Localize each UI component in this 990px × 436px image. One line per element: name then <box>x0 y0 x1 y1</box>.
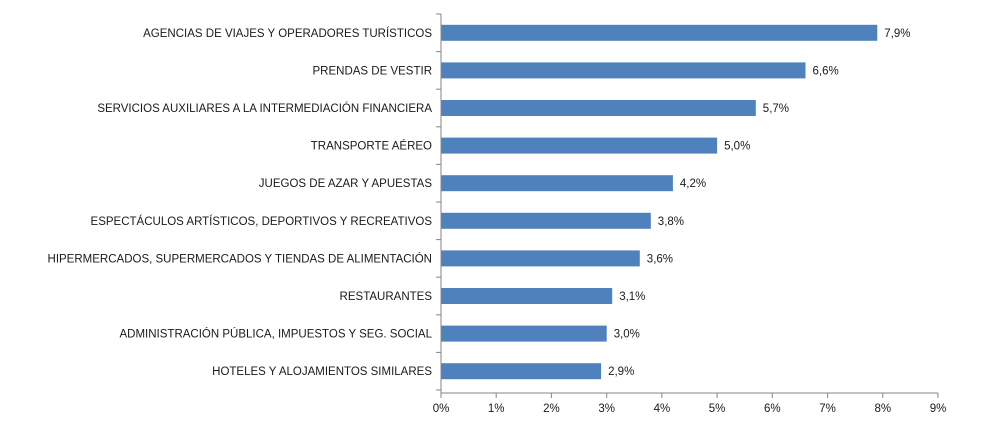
category-label: AGENCIAS DE VIAJES Y OPERADORES TURÍSTIC… <box>143 27 432 40</box>
x-tick-label: 3% <box>598 403 615 415</box>
x-tick-label: 4% <box>654 403 671 415</box>
x-tick-label: 1% <box>488 403 505 415</box>
axes-group: 0% 1% 2% 3% 4% 5% 6% 7% 8% 9% <box>433 13 947 415</box>
value-label: 5,0% <box>724 141 750 153</box>
value-label: 3,8% <box>658 216 684 228</box>
category-label: HOTELES Y ALOJAMIENTOS SIMILARES <box>212 366 432 378</box>
bars-group <box>441 24 878 380</box>
value-label: 3,6% <box>647 253 673 265</box>
bar <box>441 288 613 304</box>
value-label: 3,0% <box>614 329 640 341</box>
value-label: 5,7% <box>763 103 789 115</box>
value-label: 4,2% <box>680 178 706 190</box>
bar <box>441 250 640 267</box>
category-label: ESPECTÁCULOS ARTÍSTICOS, DEPORTIVOS Y RE… <box>91 215 433 228</box>
bar <box>441 137 718 154</box>
bar <box>441 212 651 229</box>
category-label: HIPERMERCADOS, SUPERMERCADOS Y TIENDAS D… <box>48 252 432 265</box>
value-label: 6,6% <box>813 65 839 77</box>
bar <box>441 24 878 41</box>
x-tick-label: 9% <box>930 403 947 415</box>
x-tick-label: 5% <box>709 403 726 415</box>
bar <box>441 363 602 380</box>
bar <box>441 175 673 192</box>
category-label: PRENDAS DE VESTIR <box>313 65 433 77</box>
value-label: 2,9% <box>608 366 634 378</box>
bar <box>441 100 756 116</box>
value-labels-group: 7,9% 6,6% 5,7% 5,0% 4,2% 3,8% 3,6% 3,1% 3,0% 2,9% <box>608 28 910 378</box>
x-tick-label: 8% <box>874 403 891 415</box>
category-label: SERVICIOS AUXILIARES A LA INTERMEDIACIÓN… <box>97 102 432 115</box>
category-labels-group: AGENCIAS DE VIAJES Y OPERADORES TURÍSTIC… <box>48 27 433 378</box>
bar <box>441 62 806 79</box>
bar <box>441 325 607 342</box>
x-tick-label: 0% <box>433 403 450 415</box>
x-tick-label: 7% <box>819 403 836 415</box>
category-label: ADMINISTRACIÓN PÚBLICA, IMPUESTOS Y SEG.… <box>120 328 433 341</box>
x-tick-label: 2% <box>543 403 560 415</box>
category-label: JUEGOS DE AZAR Y APUESTAS <box>259 178 433 190</box>
value-label: 7,9% <box>884 28 910 40</box>
value-label: 3,1% <box>619 291 645 303</box>
category-label: TRANSPORTE AÉREO <box>311 140 432 153</box>
category-label: RESTAURANTES <box>340 291 433 303</box>
x-tick-label: 6% <box>764 403 781 415</box>
